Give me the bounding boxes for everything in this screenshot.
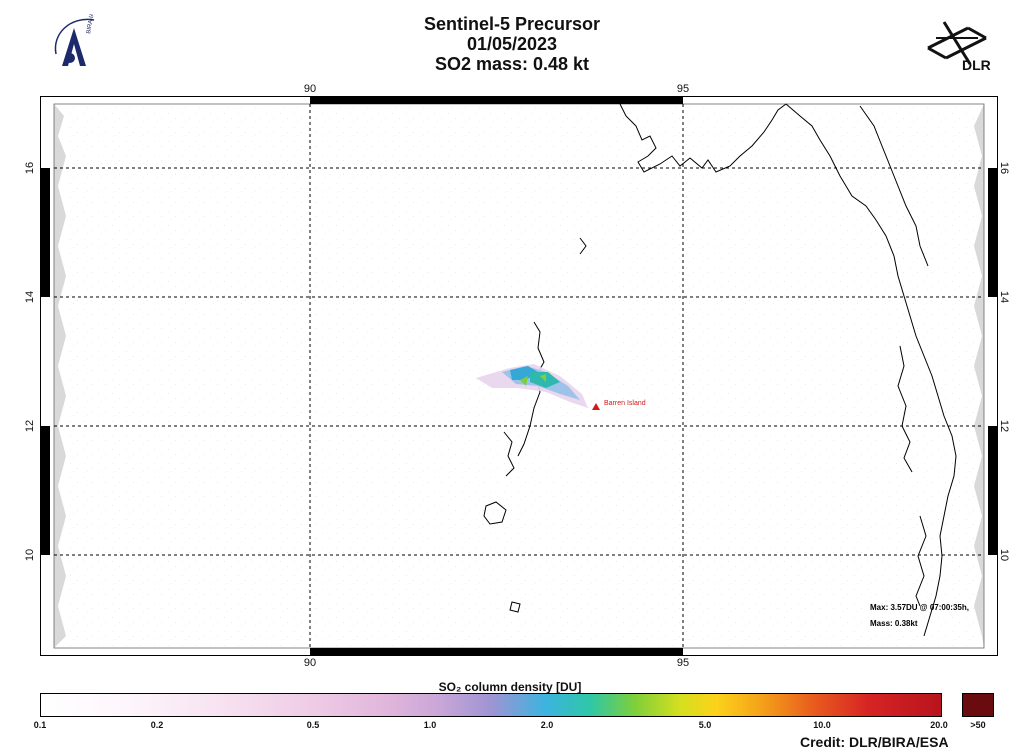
credit-text: Credit: DLR/BIRA/ESA [800, 734, 949, 750]
dlr-logo-text: DLR [962, 57, 991, 73]
colorbar-max-swatch [962, 693, 994, 717]
colorbar-tick-2.0: 2.0 [540, 720, 554, 730]
colorbar-tick-5.0: 5.0 [698, 720, 712, 730]
lat-label-14-left: 14 [24, 290, 37, 304]
title-line-date: 01/05/2023 [466, 34, 558, 54]
colorbar-tick-20.0: 20.0 [930, 720, 948, 730]
lat-label-10-left: 10 [24, 548, 37, 562]
bangladesh-coast [619, 103, 787, 173]
coastlines [483, 103, 957, 637]
myanmar-coast [785, 103, 957, 637]
barren-island-marker [592, 403, 600, 410]
mergui-islands [897, 345, 913, 473]
lon-label-95-bottom: 95 [676, 657, 690, 669]
so2-map: Barren Island Max: 3.57DU @ 07:00:35h, M… [40, 96, 998, 656]
lat-label-10-right: 10 [998, 548, 1011, 562]
lon-label-95-top: 95 [676, 83, 690, 95]
colorbar-tick-max: >50 [970, 720, 986, 730]
graticule [54, 104, 984, 648]
title-line-satellite: Sentinel-5 Precursor [423, 14, 601, 34]
colorbar-tick-10.0: 10.0 [813, 720, 831, 730]
title-line-mass: SO2 mass: 0.48 kt [434, 54, 590, 74]
lat-label-16-right: 16 [998, 161, 1011, 175]
bira-iasb-logo: BIRA-IASB [50, 4, 104, 72]
barren-island-label: Barren Island [604, 400, 646, 407]
map-title: Sentinel-5 Precursor 01/05/2023 SO2 mass… [312, 14, 712, 74]
lat-label-12-right: 12 [998, 419, 1011, 433]
info-mass: Mass: 0.38kt [870, 619, 918, 628]
left-axis-bar-lower [40, 426, 50, 555]
left-axis-bar-upper [40, 168, 50, 297]
lon-label-90-top: 90 [303, 83, 317, 95]
little-andaman-island [483, 501, 507, 525]
info-max: Max: 3.57DU @ 07:00:35h, [870, 603, 969, 612]
middle-andaman-island [503, 431, 515, 477]
colorbar-tick-0.2: 0.2 [150, 720, 164, 730]
lon-label-90-bottom: 90 [303, 657, 317, 669]
bira-logo-text: BIRA-IASB [86, 14, 97, 34]
right-axis-bar-lower [988, 426, 998, 555]
right-axis-bar-upper [988, 168, 998, 297]
lat-label-16-left: 16 [24, 161, 37, 175]
small-island [509, 601, 521, 613]
colorbar-tick-0.5: 0.5 [306, 720, 320, 730]
so2-plume [476, 364, 588, 408]
lat-label-14-right: 14 [998, 290, 1011, 304]
andaman-islet [579, 237, 587, 255]
top-axis-bar [310, 96, 683, 104]
myanmar-inland-coast [859, 105, 929, 267]
colorbar-tick-1.0: 1.0 [423, 720, 437, 730]
southern-islands [915, 515, 927, 607]
colorbar-tick-0.1: 0.1 [33, 720, 47, 730]
colorbar [40, 693, 942, 717]
swath-edge-right [974, 104, 984, 648]
swath-edge-left [54, 104, 66, 648]
dlr-logo: DLR [922, 14, 992, 76]
bottom-axis-bar [310, 648, 683, 656]
legend-title: SO₂ column density [DU] [438, 680, 582, 694]
lat-label-12-left: 12 [24, 419, 37, 433]
